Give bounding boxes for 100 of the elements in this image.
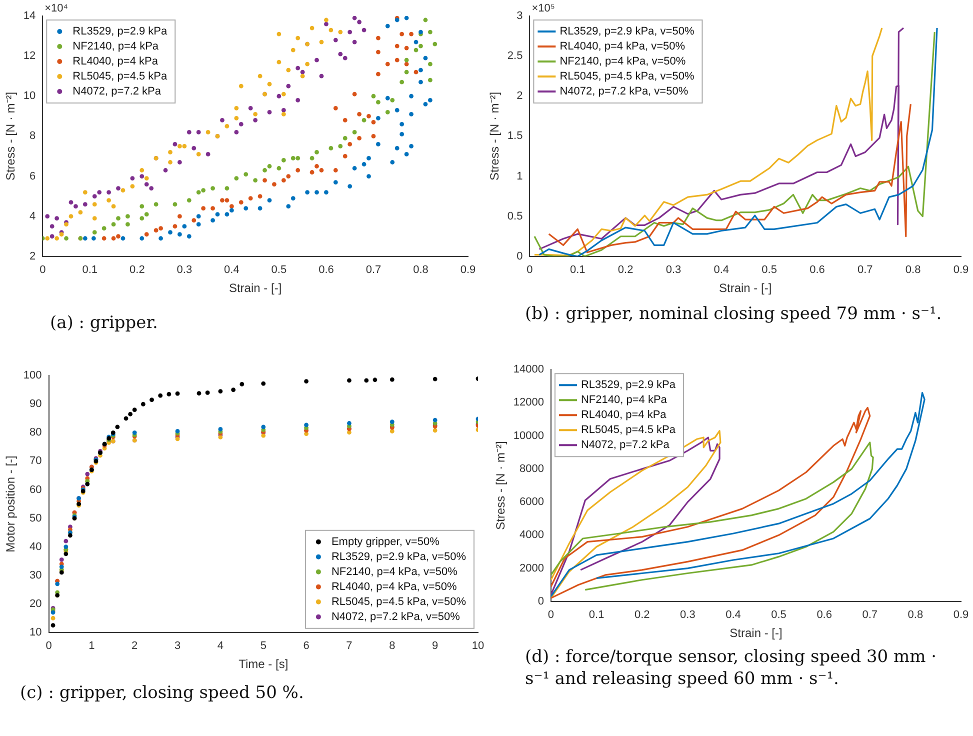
point: [168, 230, 172, 235]
point: [296, 168, 300, 172]
point: [423, 56, 428, 60]
point: [262, 168, 267, 172]
point: [124, 416, 128, 421]
x-tick-label: 5: [260, 640, 266, 652]
point: [418, 68, 423, 72]
point: [132, 408, 137, 412]
point: [192, 146, 196, 150]
point: [210, 186, 215, 190]
point: [59, 557, 64, 562]
point: [54, 236, 60, 241]
point: [267, 82, 272, 86]
point: [338, 52, 343, 56]
x-tick-label: 0.1: [588, 609, 604, 622]
point: [229, 204, 234, 209]
legend-label: RL4040, p=4 kPa, v=50%: [331, 580, 458, 593]
point: [64, 544, 68, 549]
y-tick-label: 10000: [513, 430, 544, 442]
text: (b) : gripper, nominal closing speed 79 mm · s⁻¹.: [525, 303, 943, 326]
y-tick-label: 10: [30, 626, 42, 638]
x-tick-label: 0.8: [413, 264, 428, 276]
point: [106, 190, 112, 194]
point: [178, 232, 182, 237]
point: [116, 216, 120, 221]
point: [409, 144, 414, 148]
point: [357, 112, 362, 116]
text: (d) : force/torque sensor, closing speed 30 mm · s⁻¹ and releasing speed 60 mm · s⁻¹.: [525, 646, 938, 690]
y-tick-label: 1.5: [507, 130, 523, 142]
point: [154, 202, 158, 207]
point: [178, 144, 182, 148]
x-tick-label: 0.9: [953, 609, 969, 622]
point: [390, 377, 394, 382]
point: [366, 174, 371, 178]
point: [281, 178, 286, 182]
point: [300, 74, 305, 78]
point: [248, 196, 253, 201]
point: [244, 206, 248, 211]
y-tick-label: 6: [30, 170, 36, 182]
point: [342, 154, 348, 158]
point: [305, 62, 310, 66]
point: [258, 194, 262, 198]
point: [394, 58, 400, 62]
x-tick-label: 9: [432, 640, 438, 652]
point: [400, 32, 404, 36]
legend-label: RL5045, p=4.5 kPa, v=50%: [560, 70, 694, 83]
point: [267, 164, 272, 168]
point: [296, 98, 300, 102]
legend-label: RL4040, p=4 kPa: [580, 409, 668, 422]
legend-label: NF2140, p=4 kPa, v=50%: [560, 56, 686, 68]
point: [201, 188, 206, 192]
point: [234, 106, 239, 110]
point: [224, 198, 230, 203]
point: [428, 78, 432, 82]
point: [111, 204, 116, 209]
point: [352, 40, 357, 44]
point: [196, 214, 201, 219]
legend-label: RL5045, p=4.5 kPa, v=50%: [331, 596, 466, 608]
point: [45, 236, 50, 241]
point: [347, 378, 352, 383]
point: [314, 150, 319, 154]
x-tick-label: 0.7: [366, 264, 382, 276]
point: [432, 418, 438, 422]
point: [357, 136, 362, 140]
point: [102, 226, 106, 231]
point: [366, 114, 371, 118]
point: [338, 30, 343, 34]
point: [267, 198, 272, 203]
point: [158, 226, 163, 231]
point: [333, 106, 338, 110]
point: [126, 214, 130, 219]
point: [385, 24, 390, 28]
point: [372, 378, 378, 382]
point: [428, 30, 432, 34]
point: [196, 130, 201, 134]
y-tick-label: 30: [30, 569, 42, 582]
point: [238, 200, 244, 205]
point: [186, 234, 192, 239]
point: [97, 190, 102, 194]
point: [150, 398, 154, 402]
point: [218, 427, 223, 432]
point: [394, 108, 400, 112]
point: [342, 56, 348, 60]
legend-label: RL3529, p=2.9 kPa, v=50%: [331, 550, 466, 563]
point: [175, 391, 180, 396]
point: [196, 222, 201, 227]
point: [220, 118, 224, 122]
x-tick-label: 0.7: [862, 609, 878, 622]
point: [300, 70, 305, 74]
point: [290, 156, 296, 160]
x-tick-label: 0.4: [224, 264, 240, 276]
point: [314, 164, 319, 168]
x-axis-title: Time - [s]: [238, 657, 288, 672]
point: [130, 184, 135, 188]
point: [50, 616, 56, 620]
point: [400, 132, 404, 136]
point: [248, 106, 253, 110]
point: [286, 68, 291, 72]
point: [144, 182, 149, 186]
point: [296, 36, 300, 40]
